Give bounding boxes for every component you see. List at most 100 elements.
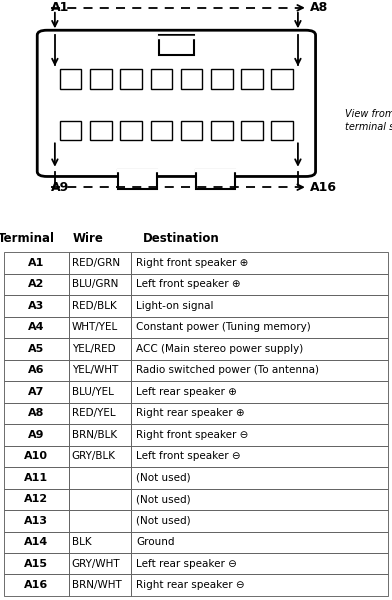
Text: A2: A2 [28,280,44,289]
Bar [4,338,69,359]
Bar [241,121,263,140]
Text: YEL/WHT: YEL/WHT [72,365,118,376]
Bar [4,274,69,295]
Bar [131,252,388,274]
Bar [120,121,142,140]
Bar [4,574,69,596]
Text: RED/BLK: RED/BLK [72,301,116,311]
Bar [4,510,69,532]
Bar [69,295,131,317]
Bar [69,274,131,295]
Text: A8: A8 [28,409,44,418]
Text: A10: A10 [24,451,48,461]
Text: Right front speaker ⊖: Right front speaker ⊖ [136,430,249,440]
Text: YEL/RED: YEL/RED [72,344,115,354]
Bar [4,467,69,488]
Text: BLK: BLK [72,537,91,547]
Bar [69,510,131,532]
Text: BRN/BLK: BRN/BLK [72,430,117,440]
Bar [69,252,131,274]
Bar [4,488,69,510]
Text: Ground: Ground [136,537,174,547]
Bar [211,69,232,89]
Bar [60,69,82,89]
Text: A14: A14 [24,537,48,547]
Text: Wire: Wire [73,232,103,245]
Bar [131,359,388,381]
Bar [69,338,131,359]
Bar [69,424,131,446]
Text: BLU/GRN: BLU/GRN [72,280,118,289]
Bar [69,553,131,574]
Bar [241,69,263,89]
Bar [151,121,172,140]
Bar [90,121,112,140]
Bar [131,446,388,467]
Text: Right front speaker ⊕: Right front speaker ⊕ [136,258,249,268]
Bar [69,381,131,403]
Text: Constant power (Tuning memory): Constant power (Tuning memory) [136,322,311,332]
Bar [69,403,131,424]
Bar [4,317,69,338]
Text: Left front speaker ⊕: Left front speaker ⊕ [136,280,241,289]
FancyBboxPatch shape [37,30,316,176]
Text: A16: A16 [310,181,337,194]
Text: Destination: Destination [143,232,220,245]
Text: (Not used): (Not used) [136,473,191,483]
Bar [4,446,69,467]
Bar [4,532,69,553]
Bar [131,467,388,488]
Bar [196,170,235,189]
Bar [90,69,112,89]
Text: GRY/WHT: GRY/WHT [72,559,120,569]
Text: A1: A1 [51,1,69,14]
Bar [4,381,69,403]
Text: RED/YEL: RED/YEL [72,409,115,418]
Bar [4,359,69,381]
Text: Right rear speaker ⊕: Right rear speaker ⊕ [136,409,245,418]
Text: A8: A8 [310,1,328,14]
Text: A9: A9 [28,430,45,440]
Bar [131,574,388,596]
Bar [4,252,69,274]
Text: Left front speaker ⊖: Left front speaker ⊖ [136,451,241,461]
Bar [131,553,388,574]
Text: Radio switched power (To antenna): Radio switched power (To antenna) [136,365,319,376]
Bar [69,359,131,381]
Text: Left rear speaker ⊕: Left rear speaker ⊕ [136,387,237,397]
Text: View from
terminal side: View from terminal side [345,109,392,133]
Bar [131,532,388,553]
Text: A3: A3 [28,301,44,311]
Bar [131,317,388,338]
Bar [131,403,388,424]
Bar [211,121,232,140]
Bar [69,488,131,510]
Bar [271,69,293,89]
Text: A5: A5 [28,344,44,354]
Bar [69,317,131,338]
Text: (Not used): (Not used) [136,494,191,504]
Bar [4,403,69,424]
Bar [151,69,172,89]
Text: (Not used): (Not used) [136,516,191,526]
Bar [60,121,82,140]
Bar [4,295,69,317]
Text: A1: A1 [28,258,44,268]
Text: WHT/YEL: WHT/YEL [72,322,118,332]
Bar [131,510,388,532]
Bar [118,170,157,189]
Text: Left rear speaker ⊖: Left rear speaker ⊖ [136,559,237,569]
Text: GRY/BLK: GRY/BLK [72,451,116,461]
Text: A16: A16 [24,580,48,590]
Bar [69,532,131,553]
Bar [4,424,69,446]
Text: Terminal: Terminal [0,232,55,245]
Bar [181,121,202,140]
Bar [131,424,388,446]
Bar [271,121,293,140]
Text: Right rear speaker ⊖: Right rear speaker ⊖ [136,580,245,590]
Bar [131,274,388,295]
Text: A12: A12 [24,494,48,504]
Text: A4: A4 [28,322,45,332]
Text: A9: A9 [51,181,69,194]
